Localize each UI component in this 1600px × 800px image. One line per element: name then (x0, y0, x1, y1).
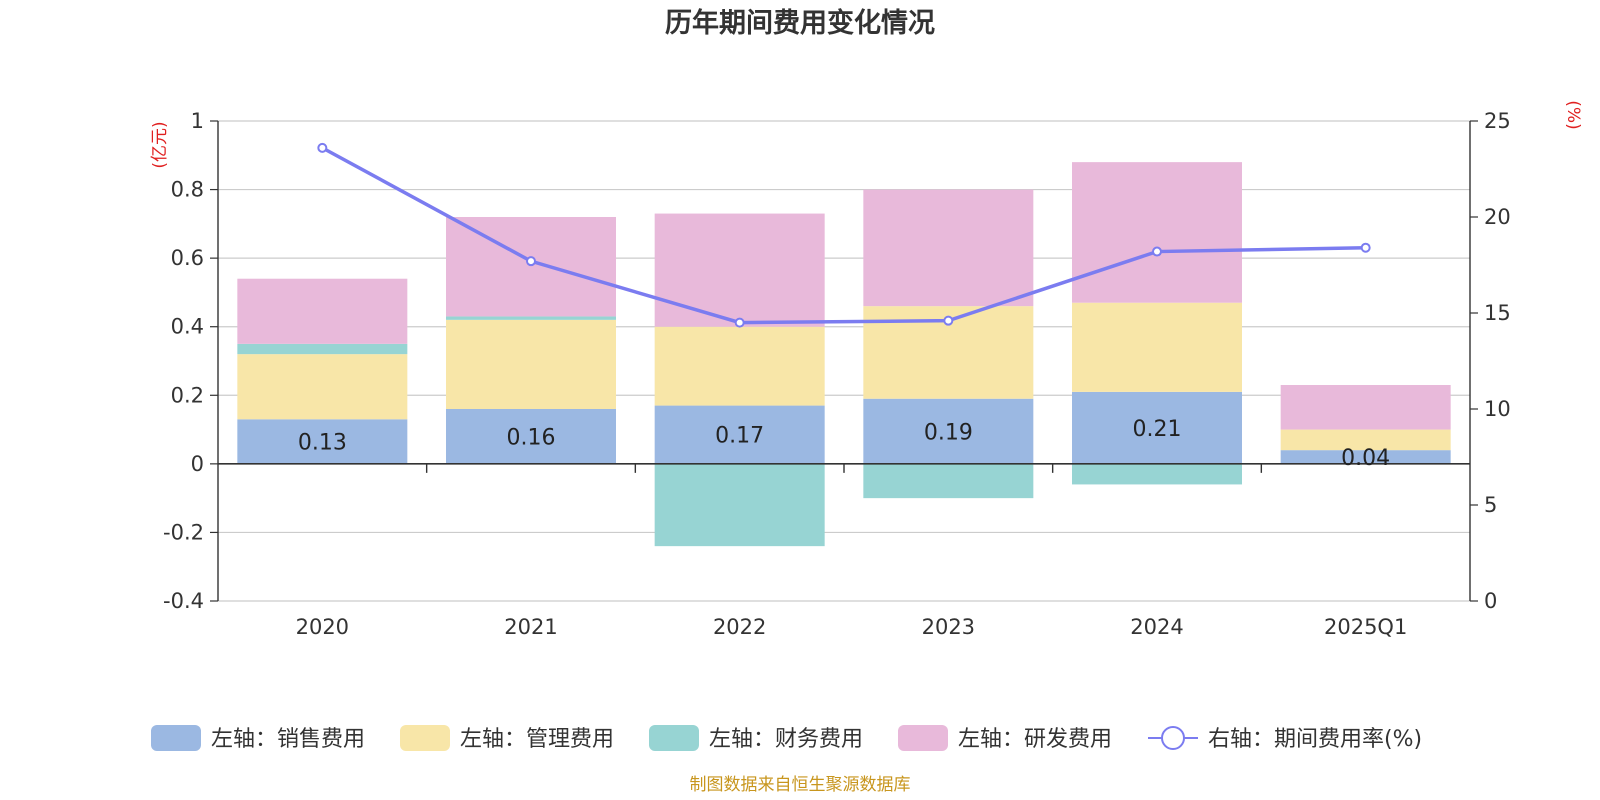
bar-3-2020 (237, 278, 408, 344)
x-tick-label: 2023 (922, 615, 975, 639)
data-label: 0.13 (298, 431, 347, 456)
rate-point-2021 (526, 256, 536, 267)
bar-3-2024 (1072, 162, 1242, 303)
left-tick-label: 0.6 (171, 246, 204, 270)
bar-0-2021 (446, 409, 616, 464)
left-tick-label: 0 (191, 452, 204, 476)
legend-swatch (151, 725, 201, 751)
bar-1-2025Q1 (1280, 429, 1451, 451)
bar-3-2023 (863, 189, 1034, 307)
bar-3-2022 (654, 213, 825, 327)
bar-3-2021 (446, 217, 616, 317)
bar-2-2023 (863, 463, 1034, 499)
x-tick-label: 2024 (1130, 615, 1183, 639)
left-axis: 1 0.8 0.6 0.4 0.2 0 -0.2 -0.4 (163, 109, 218, 613)
bar-0-2022 (654, 405, 825, 464)
legend-swatch (649, 725, 699, 751)
legend-swatch (898, 725, 948, 751)
bar-2-2022 (654, 463, 825, 547)
left-tick-label: -0.2 (163, 520, 204, 544)
rate-point-2025Q1 (1360, 242, 1371, 253)
rate-point-2024 (1152, 246, 1162, 257)
bar-2-2020 (237, 343, 408, 355)
bar-0-2023 (863, 398, 1034, 464)
right-tick-label: 0 (1484, 589, 1497, 613)
right-tick-label: 20 (1484, 205, 1511, 229)
bar-2-2021 (446, 316, 616, 320)
x-tick-label: 2022 (713, 615, 766, 639)
right-tick-label: 10 (1484, 397, 1511, 421)
left-tick-label: 0.4 (171, 315, 204, 339)
legend-swatch (400, 725, 450, 751)
bar-3-2025Q1 (1280, 385, 1451, 430)
left-tick-label: 1 (191, 109, 204, 133)
rate-point-2020 (317, 142, 328, 153)
legend-label: 左轴：销售费用 (211, 727, 365, 752)
data-label: 0.16 (507, 425, 556, 450)
legend-label: 左轴：管理费用 (460, 727, 614, 752)
rate-point-2023 (943, 315, 954, 326)
right-axis-unit: (%) (1563, 100, 1583, 129)
bar-1-2020 (237, 354, 408, 420)
legend-label: 左轴：财务费用 (709, 727, 863, 752)
data-label: 0.21 (1133, 417, 1182, 442)
data-label: 0.04 (1341, 446, 1390, 471)
right-axis: 25 20 15 10 5 0 (1470, 109, 1511, 613)
rate-point-2022 (734, 317, 745, 328)
left-tick-label: -0.4 (163, 589, 204, 613)
left-tick-label: 0.2 (171, 383, 204, 407)
bar-0-2025Q1 (1280, 450, 1451, 464)
right-tick-label: 25 (1484, 109, 1511, 133)
left-tick-label: 0.8 (171, 178, 204, 202)
bar-0-2024 (1072, 391, 1242, 464)
source-note: 制图数据来自恒生聚源数据库 (690, 775, 911, 795)
bars (237, 162, 1451, 547)
data-label: 0.17 (715, 424, 764, 449)
chart-title: 历年期间费用变化情况 (665, 7, 935, 39)
legend: 左轴：销售费用 左轴：管理费用 左轴：财务费用 左轴：研发费用 右轴：期间费用率(%) (151, 725, 1422, 752)
bar-0-2020 (237, 419, 408, 464)
x-axis-ticks: 2020 2021 2022 2023 2024 2025Q1 (296, 615, 1408, 639)
legend-marker (1161, 726, 1185, 750)
bar-1-2022 (654, 326, 825, 406)
axis-lines (217, 121, 1471, 601)
data-label: 0.19 (924, 420, 973, 445)
right-tick-label: 5 (1484, 493, 1497, 517)
line-series (317, 142, 1371, 328)
rate-line (321, 146, 1366, 325)
left-axis-unit: (亿元) (150, 121, 170, 168)
bar-1-2024 (1072, 302, 1242, 392)
bar-2-2024 (1072, 463, 1242, 485)
legend-label: 右轴：期间费用率(%) (1208, 727, 1422, 752)
right-tick-label: 15 (1484, 301, 1511, 325)
legend-label: 左轴：研发费用 (958, 727, 1112, 752)
x-tick-label: 2021 (504, 615, 557, 639)
bar-1-2021 (446, 319, 616, 409)
data-labels: 0.13 0.16 0.17 0.19 0.21 0.04 (298, 417, 1390, 471)
x-tick-label: 2025Q1 (1324, 615, 1407, 639)
x-tick-label: 2020 (296, 615, 349, 639)
